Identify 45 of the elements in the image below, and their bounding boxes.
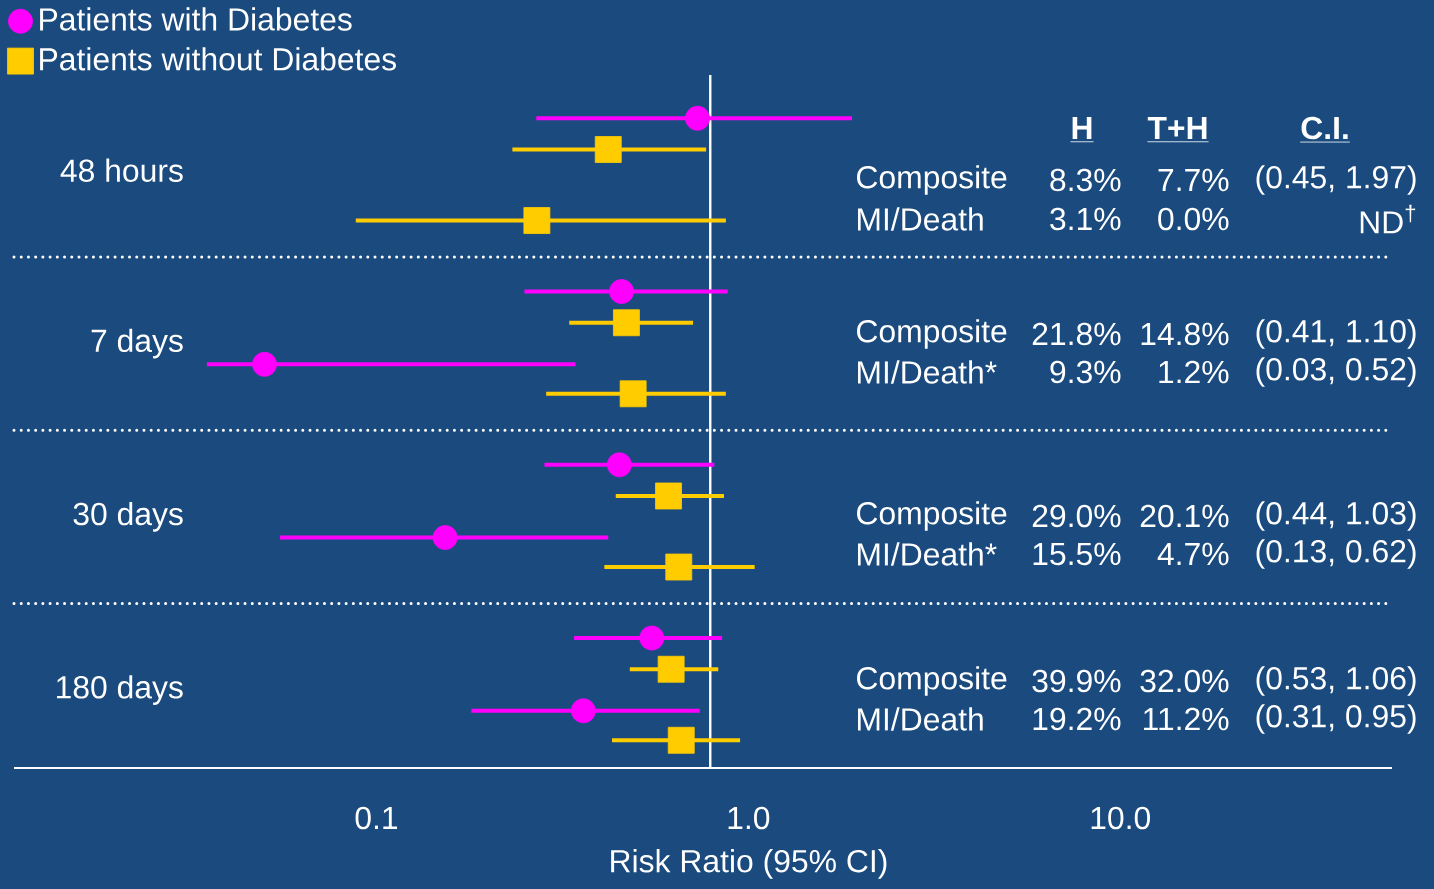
- annotation: 1.2%: [1159, 360, 1229, 384]
- annotation: (0.44, 1.03): [1256, 501, 1416, 531]
- y-tick-label: 30 days: [73, 501, 183, 532]
- annotation: (0.41, 1.10): [1256, 319, 1416, 349]
- annotation: 11.2%: [1144, 707, 1229, 731]
- annotation: (0.45, 1.97): [1256, 165, 1416, 195]
- annotation: (0.03, 0.52): [1256, 357, 1416, 387]
- annotation: 0.0%: [1158, 207, 1229, 231]
- annotation: 19.2%: [1033, 707, 1121, 731]
- annotation: 4.7%: [1157, 542, 1229, 566]
- annotation: (0.31, 0.95): [1256, 704, 1416, 734]
- annotation: Composite: [857, 501, 1007, 531]
- annotation: ND$^{†}$: [1360, 204, 1416, 234]
- legend-label: Patients with Diabetes: [40, 7, 352, 31]
- annotation: Composite: [857, 165, 1007, 195]
- annotation: MI/Death: [858, 707, 983, 731]
- annotation: MI/Death: [858, 207, 983, 231]
- annotation: 32.0%: [1140, 669, 1229, 693]
- annotation: 20.1%: [1140, 504, 1229, 528]
- annotation: 7.7%: [1158, 168, 1229, 192]
- x-tick-label: 1.0: [728, 806, 770, 830]
- annotation: MI/Death*: [858, 360, 997, 384]
- legend-label: Patients without Diabetes: [40, 47, 396, 71]
- annotation: C.I.: [1301, 116, 1348, 140]
- x-tick-label: 0.1: [355, 806, 398, 830]
- x-tick-label: 10.0: [1091, 806, 1150, 830]
- annotation: 14.8%: [1141, 322, 1229, 346]
- annotation: 9.3%: [1050, 360, 1121, 384]
- annotation: (0.13, 0.62): [1256, 539, 1416, 569]
- annotation: Composite: [857, 319, 1007, 349]
- annotation: 8.3%: [1050, 168, 1121, 192]
- annotation: MI/Death*: [858, 542, 997, 566]
- annotation: Composite: [857, 666, 1007, 696]
- x-axis-title: Risk Ratio (95% CI): [611, 849, 887, 879]
- annotation: T+H: [1147, 117, 1207, 139]
- y-tick-label: 48 hours: [60, 158, 183, 182]
- annotation: 3.1%: [1050, 207, 1121, 231]
- annotation: 39.9%: [1032, 669, 1121, 693]
- y-tick-label: 7 days: [91, 328, 183, 359]
- y-tick-label: 180 days: [57, 675, 183, 705]
- annotation: 15.5%: [1033, 542, 1121, 566]
- annotation: 29.0%: [1032, 504, 1121, 528]
- annotation: H: [1072, 117, 1092, 139]
- annotation: 21.8%: [1032, 322, 1121, 346]
- annotation: (0.53, 1.06): [1256, 666, 1416, 696]
